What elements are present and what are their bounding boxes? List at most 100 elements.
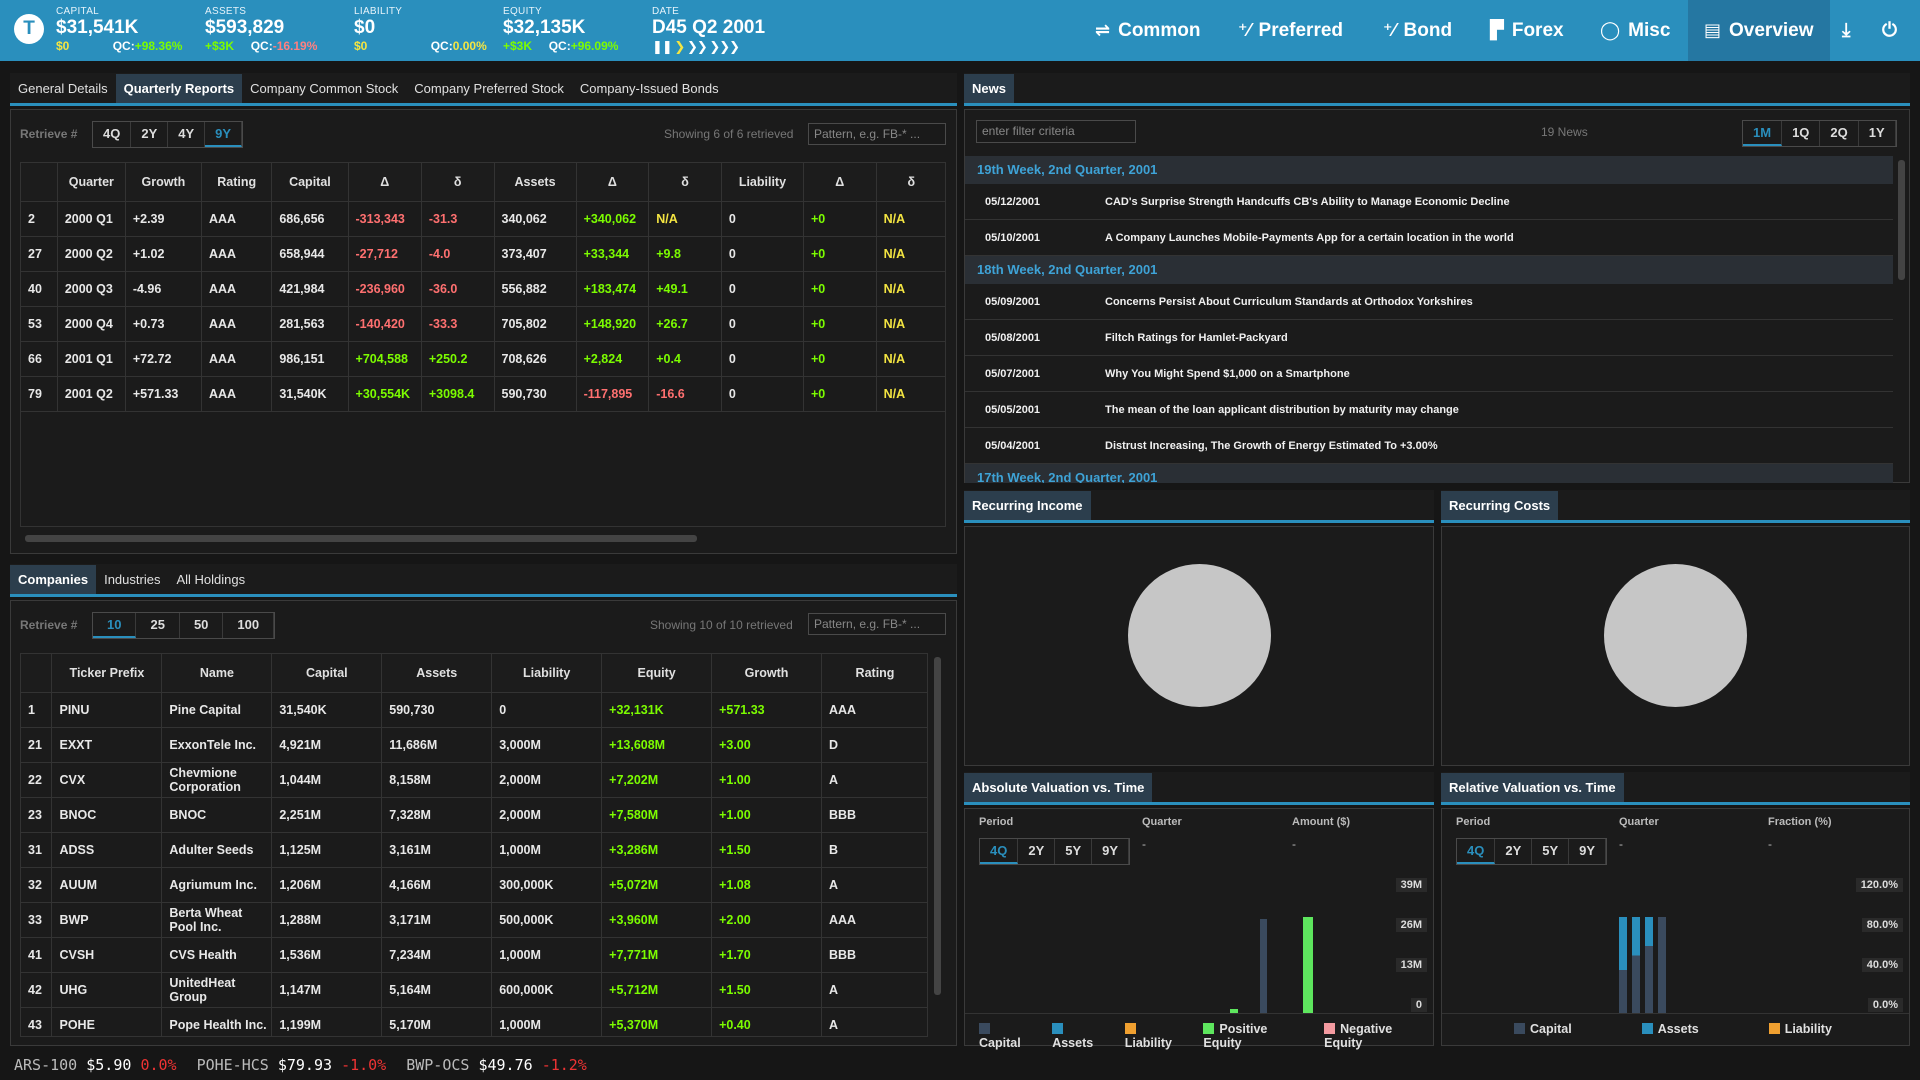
nav-overview[interactable]: ▤ Overview bbox=[1688, 0, 1830, 61]
column-header[interactable]: Ticker Prefix bbox=[51, 654, 163, 693]
tab-industries[interactable]: Industries bbox=[104, 572, 161, 587]
nav-bond[interactable]: ⁺⁄ Bond bbox=[1383, 19, 1453, 41]
legend-item[interactable]: Capital bbox=[979, 1022, 1036, 1050]
table-row[interactable]: 40 2000 Q3 -4.96 AAA 421,984 -236,960 -36.0 556… bbox=[21, 271, 945, 307]
column-header[interactable]: Assets bbox=[381, 654, 493, 693]
news-item[interactable]: 05/05/2001 The mean of the loan applicant… bbox=[965, 392, 1893, 428]
legend-item[interactable]: Liability bbox=[1124, 1022, 1188, 1050]
ticker-item[interactable]: BWP-OCS $49.76 -1.2% bbox=[406, 1056, 587, 1074]
table-row[interactable]: 22 CVX Chevmione Corporation 1,044M 8,158M 2,… bbox=[21, 762, 927, 798]
rel-period-4q[interactable]: 4Q bbox=[1457, 839, 1496, 864]
column-header[interactable]: Growth bbox=[125, 163, 203, 202]
column-header[interactable]: δ bbox=[421, 163, 495, 202]
table-row[interactable]: 42 UHG UnitedHeat Group 1,147M 5,164M 600,000… bbox=[21, 972, 927, 1008]
tab-recurring-income[interactable]: Recurring Income bbox=[964, 491, 1091, 520]
companies-vscrollbar[interactable] bbox=[934, 657, 941, 995]
tab-relative-valuation[interactable]: Relative Valuation vs. Time bbox=[1441, 773, 1624, 802]
news-item[interactable]: 05/10/2001 A Company Launches Mobile-Paym… bbox=[965, 220, 1893, 256]
legend-item[interactable]: Assets bbox=[1641, 1022, 1699, 1036]
news-range-1y[interactable]: 1Y bbox=[1859, 121, 1896, 146]
legend-item[interactable]: Assets bbox=[1052, 1022, 1109, 1050]
rel-period-5y[interactable]: 5Y bbox=[1532, 839, 1570, 864]
news-item[interactable]: 05/12/2001 CAD's Surprise Strength Handcu… bbox=[965, 184, 1893, 220]
news-range-1m[interactable]: 1M bbox=[1743, 121, 1783, 146]
companies-filter-input[interactable]: Pattern, e.g. FB-* ... bbox=[808, 613, 946, 635]
nav-misc[interactable]: ◯ Misc bbox=[1600, 19, 1671, 41]
power-button[interactable]: ⏻ bbox=[1882, 0, 1897, 61]
column-header[interactable]: Δ bbox=[803, 163, 877, 202]
legend-item[interactable]: Positive Equity bbox=[1203, 1022, 1308, 1050]
column-header[interactable]: Liability bbox=[721, 163, 804, 202]
table-row[interactable]: 27 2000 Q2 +1.02 AAA 658,944 -27,712 -4.0 373,4… bbox=[21, 236, 945, 272]
column-header[interactable]: Capital bbox=[271, 163, 349, 202]
tab-company-issued-bonds[interactable]: Company-Issued Bonds bbox=[579, 81, 719, 96]
table-row[interactable]: 31 ADSS Adulter Seeds 1,125M 3,161M 1,000M +3,… bbox=[21, 832, 927, 868]
ticker-item[interactable]: ARS-100 $5.90 0.0% bbox=[14, 1056, 177, 1074]
table-row[interactable]: 43 POHE Pope Health Inc. 1,199M 5,170M 1,000M… bbox=[21, 1007, 927, 1036]
range-2y[interactable]: 2Y bbox=[131, 122, 169, 147]
nav-preferred[interactable]: ⁺⁄ Preferred bbox=[1238, 19, 1344, 41]
column-header[interactable]: Equity bbox=[601, 654, 713, 693]
rel-period-9y[interactable]: 9Y bbox=[1569, 839, 1607, 864]
tab-company-preferred-stock[interactable]: Company Preferred Stock bbox=[414, 81, 564, 96]
column-header[interactable]: Growth bbox=[711, 654, 822, 693]
column-header[interactable]: Δ bbox=[348, 163, 422, 202]
quarterly-hscrollbar[interactable] bbox=[25, 535, 697, 542]
news-range-1q[interactable]: 1Q bbox=[1782, 121, 1821, 146]
tab-all-holdings[interactable]: All Holdings bbox=[176, 572, 246, 587]
column-header[interactable]: Rating bbox=[201, 163, 273, 202]
table-row[interactable]: 66 2001 Q1 +72.72 AAA 986,151 +704,588 +250.2 7… bbox=[21, 341, 945, 377]
download-button[interactable]: ⤓ bbox=[1842, 0, 1850, 61]
legend-item[interactable]: Negative Equity bbox=[1324, 1022, 1433, 1050]
abs-period-4q[interactable]: 4Q bbox=[980, 839, 1019, 864]
table-row[interactable]: 1 PINU Pine Capital 31,540K 590,730 0 +32,131K… bbox=[21, 692, 927, 728]
column-header[interactable]: δ bbox=[876, 163, 945, 202]
speed-controls[interactable]: ❚❚ ❯ ❯❯ ❯❯❯ bbox=[652, 39, 765, 55]
count-100[interactable]: 100 bbox=[223, 613, 275, 638]
news-item[interactable]: 05/04/2001 Distrust Increasing, The Growt… bbox=[965, 428, 1893, 464]
range-9y[interactable]: 9Y bbox=[205, 122, 243, 147]
news-item[interactable]: 05/09/2001 Concerns Persist About Curricu… bbox=[965, 284, 1893, 320]
quarterly-filter-input[interactable]: Pattern, e.g. FB-* ... bbox=[808, 123, 946, 145]
column-header[interactable]: Capital bbox=[271, 654, 383, 693]
column-header[interactable]: Rating bbox=[821, 654, 927, 693]
table-row[interactable]: 32 AUUM Agriumum Inc. 1,206M 4,166M 300,000K +… bbox=[21, 867, 927, 903]
column-header[interactable] bbox=[21, 163, 58, 202]
news-range-2q[interactable]: 2Q bbox=[1820, 121, 1859, 146]
count-50[interactable]: 50 bbox=[180, 613, 224, 638]
range-4y[interactable]: 4Y bbox=[168, 122, 206, 147]
column-header[interactable] bbox=[21, 654, 53, 693]
column-header[interactable]: Name bbox=[161, 654, 273, 693]
tab-companies[interactable]: Companies bbox=[10, 565, 97, 594]
count-10[interactable]: 10 bbox=[93, 613, 137, 638]
table-row[interactable]: 21 EXXT ExxonTele Inc. 4,921M 11,686M 3,000M +… bbox=[21, 727, 927, 763]
legend-item[interactable]: Capital bbox=[1514, 1022, 1572, 1036]
abs-period-9y[interactable]: 9Y bbox=[1092, 839, 1130, 864]
news-vscrollbar[interactable] bbox=[1898, 160, 1905, 280]
news-filter-input[interactable]: enter filter criteria bbox=[976, 120, 1136, 143]
column-header[interactable]: Assets bbox=[494, 163, 577, 202]
range-4q[interactable]: 4Q bbox=[93, 122, 132, 147]
legend-item[interactable]: Liability bbox=[1768, 1022, 1832, 1036]
tab-recurring-costs[interactable]: Recurring Costs bbox=[1441, 491, 1559, 520]
column-header[interactable]: δ bbox=[648, 163, 722, 202]
count-25[interactable]: 25 bbox=[136, 613, 180, 638]
column-header[interactable]: Quarter bbox=[57, 163, 126, 202]
rel-period-2y[interactable]: 2Y bbox=[1495, 839, 1533, 864]
ticker-item[interactable]: POHE-HCS $79.93 -1.0% bbox=[197, 1056, 387, 1074]
tab-absolute-valuation[interactable]: Absolute Valuation vs. Time bbox=[964, 773, 1153, 802]
table-row[interactable]: 2 2000 Q1 +2.39 AAA 686,656 -313,343 -31.3 340,… bbox=[21, 201, 945, 237]
abs-period-2y[interactable]: 2Y bbox=[1018, 839, 1056, 864]
tab-news[interactable]: News bbox=[964, 74, 1014, 103]
nav-forex[interactable]: ▛ Forex bbox=[1490, 19, 1564, 41]
tab-company-common-stock[interactable]: Company Common Stock bbox=[250, 81, 399, 96]
column-header[interactable]: Δ bbox=[576, 163, 650, 202]
column-header[interactable]: Liability bbox=[491, 654, 603, 693]
table-row[interactable]: 41 CVSH CVS Health 1,536M 7,234M 1,000M +7,771… bbox=[21, 937, 927, 973]
tab-quarterly-reports[interactable]: Quarterly Reports bbox=[115, 74, 243, 103]
table-row[interactable]: 53 2000 Q4 +0.73 AAA 281,563 -140,420 -33.3 705… bbox=[21, 306, 945, 342]
abs-period-5y[interactable]: 5Y bbox=[1055, 839, 1093, 864]
nav-common[interactable]: ⇌ Common bbox=[1095, 19, 1201, 41]
table-row[interactable]: 23 BNOC BNOC 2,251M 7,328M 2,000M +7,580M +1.00… bbox=[21, 797, 927, 833]
tab-general-details[interactable]: General Details bbox=[18, 81, 108, 96]
